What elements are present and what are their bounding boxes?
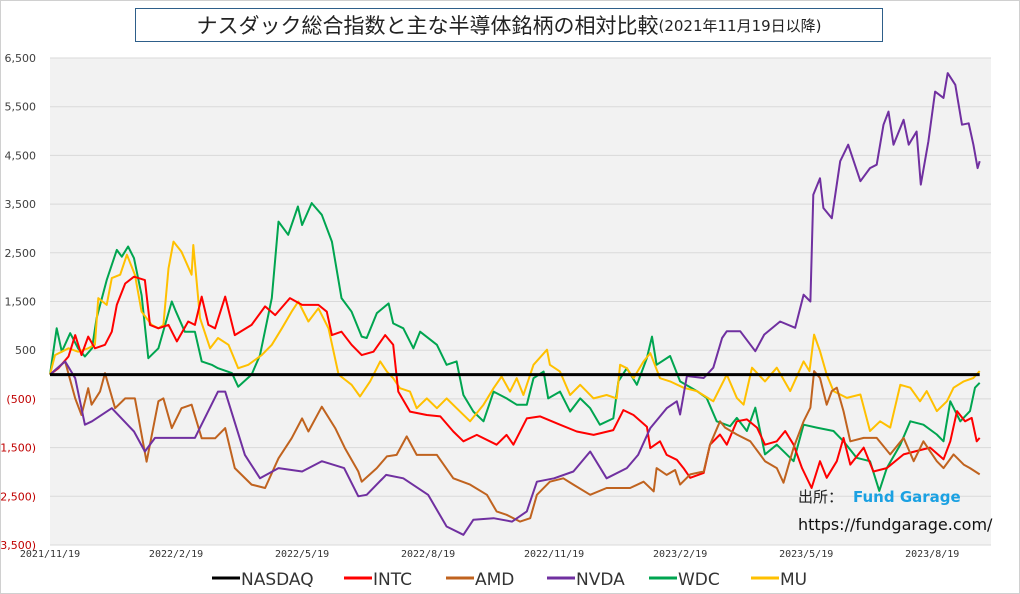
chart-title-sub: (2021年11月19日以降) <box>658 16 822 35</box>
y-tick-label: 5,500 <box>5 101 37 114</box>
series-line-nvda <box>49 72 981 536</box>
series-line-amd <box>49 360 981 523</box>
legend-label: NVDA <box>576 570 625 590</box>
series-line-mu <box>49 240 981 432</box>
legend-item-nvda: NVDA <box>547 570 625 590</box>
x-tick-label: 2023/2/19 <box>653 549 707 560</box>
source-credit: 出所： Fund Garage https://fundgarage.com/ <box>798 488 993 534</box>
y-tick-label: (1,500) <box>0 442 36 455</box>
series-line-wdc <box>49 202 981 492</box>
source-label: 出所： <box>798 488 843 506</box>
x-tick-label: 2021/11/19 <box>20 549 80 560</box>
y-tick-label: 500 <box>15 344 36 357</box>
source-url[interactable]: https://fundgarage.com/ <box>798 515 993 534</box>
series-lines <box>49 72 981 536</box>
legend-label: INTC <box>373 570 412 590</box>
legend-item-intc: INTC <box>344 570 412 590</box>
legend-item-mu: MU <box>751 570 807 590</box>
y-tick-label: 1,500 <box>5 296 37 309</box>
y-tick-label: 6,500 <box>5 52 37 65</box>
legend: NASDAQ INTC AMD NVDA WDC MU <box>212 570 807 590</box>
x-axis-ticks: 2021/11/19 2022/2/19 2022/5/19 2022/8/19 202… <box>20 549 959 560</box>
y-tick-label: (3,500) <box>0 539 36 552</box>
legend-label: AMD <box>475 570 514 590</box>
legend-label: NASDAQ <box>241 570 314 590</box>
legend-label: MU <box>780 570 807 590</box>
series-line-intc <box>49 275 981 489</box>
y-axis-ticks: 6,500 5,500 4,500 3,500 2,500 1,500 500 (500) (1… <box>0 52 36 552</box>
x-tick-label: 2022/8/19 <box>401 549 455 560</box>
chart-title: ナスダック総合指数と主な半導体銘柄の相対比較 (2021年11月19日以降) <box>135 8 883 42</box>
x-tick-label: 2023/8/19 <box>905 549 959 560</box>
legend-label: WDC <box>678 570 720 590</box>
gridlines <box>50 57 991 546</box>
x-tick-label: 2023/5/19 <box>779 549 833 560</box>
source-brand: Fund Garage <box>853 488 961 506</box>
legend-item-amd: AMD <box>446 570 514 590</box>
legend-item-nasdaq: NASDAQ <box>212 570 314 590</box>
y-tick-label: 4,500 <box>5 149 37 162</box>
x-tick-label: 2022/5/19 <box>275 549 329 560</box>
x-tick-label: 2022/2/19 <box>149 549 203 560</box>
y-tick-label: 3,500 <box>5 198 37 211</box>
legend-item-wdc: WDC <box>649 570 720 590</box>
y-tick-label: 2,500 <box>5 247 37 260</box>
x-tick-label: 2022/11/19 <box>524 549 584 560</box>
y-tick-label: (2,500) <box>0 490 36 503</box>
chart-title-main: ナスダック総合指数と主な半導体銘柄の相対比較 <box>196 14 659 38</box>
y-tick-label: (500) <box>6 393 36 406</box>
